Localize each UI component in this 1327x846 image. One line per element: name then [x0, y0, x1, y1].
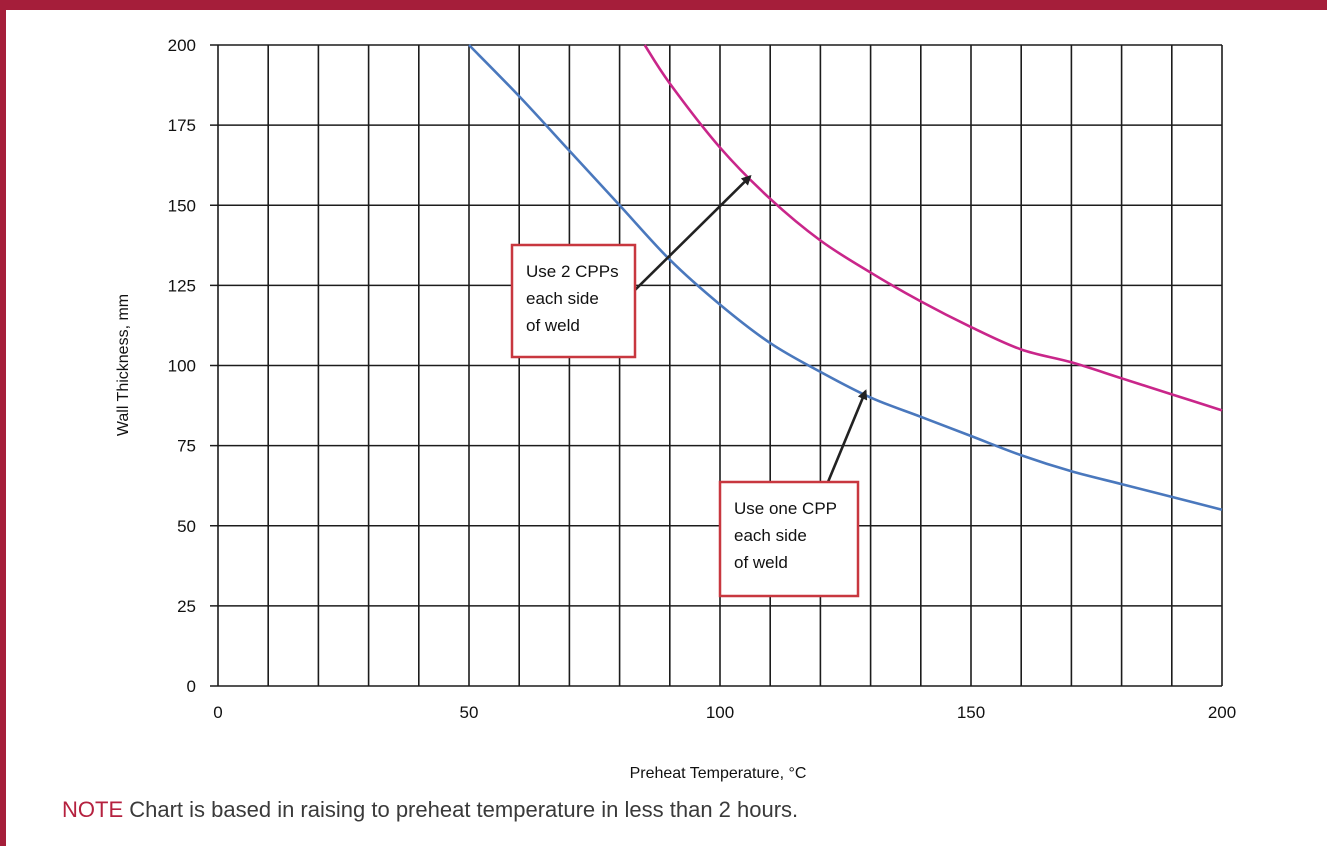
top-border-bar	[0, 0, 1327, 10]
annotation-text-line: Use one CPP	[734, 499, 837, 518]
y-tick-label: 25	[177, 597, 196, 616]
x-tick-label: 100	[706, 703, 734, 722]
x-tick-label: 200	[1208, 703, 1236, 722]
x-tick-label: 50	[460, 703, 479, 722]
annotation-text-line: of weld	[526, 316, 580, 335]
y-tick-label: 100	[168, 357, 196, 376]
y-tick-label: 150	[168, 196, 196, 215]
annotation-text-line: of weld	[734, 553, 788, 572]
note-text: Chart is based in raising to preheat tem…	[123, 797, 799, 822]
series-line-1	[468, 44, 1223, 511]
annotation-box	[510, 243, 637, 359]
chart: 0 50 100 150 200 0 25 50 75 100 125 150 175 200 Use 2…	[115, 36, 1237, 782]
annotation-text-line: Use 2 CPPs	[526, 262, 619, 281]
y-axis-title: Wall Thickness, mm	[115, 294, 132, 436]
annotations: Use 2 CPPs each side of weld Use one CPP eac…	[510, 175, 868, 598]
annotation-arrow	[826, 389, 868, 483]
tick-labels: 0 50 100 150 200 0 25 50 75 100 125 150 175 200	[168, 36, 1237, 722]
y-tick-label: 175	[168, 116, 196, 135]
annotation-arrow	[634, 175, 752, 291]
annotation-box	[718, 480, 860, 598]
chart-note: NOTE Chart is based in raising to prehea…	[62, 797, 798, 823]
left-border-bar	[0, 0, 6, 846]
series-lines	[468, 44, 1223, 511]
y-tick-label: 75	[177, 437, 196, 456]
y-tick-label: 125	[168, 276, 196, 295]
x-axis-title: Preheat Temperature, °C	[630, 765, 807, 782]
x-tick-label: 0	[213, 703, 222, 722]
y-tick-label: 50	[177, 517, 196, 536]
series-line-2	[643, 44, 1223, 412]
note-label: NOTE	[62, 797, 124, 822]
y-tick-label: 200	[168, 36, 196, 55]
y-tick-label: 0	[187, 677, 196, 696]
annotation-text-line: each side	[526, 289, 599, 308]
annotation-text-line: each side	[734, 526, 807, 545]
x-tick-label: 150	[957, 703, 985, 722]
